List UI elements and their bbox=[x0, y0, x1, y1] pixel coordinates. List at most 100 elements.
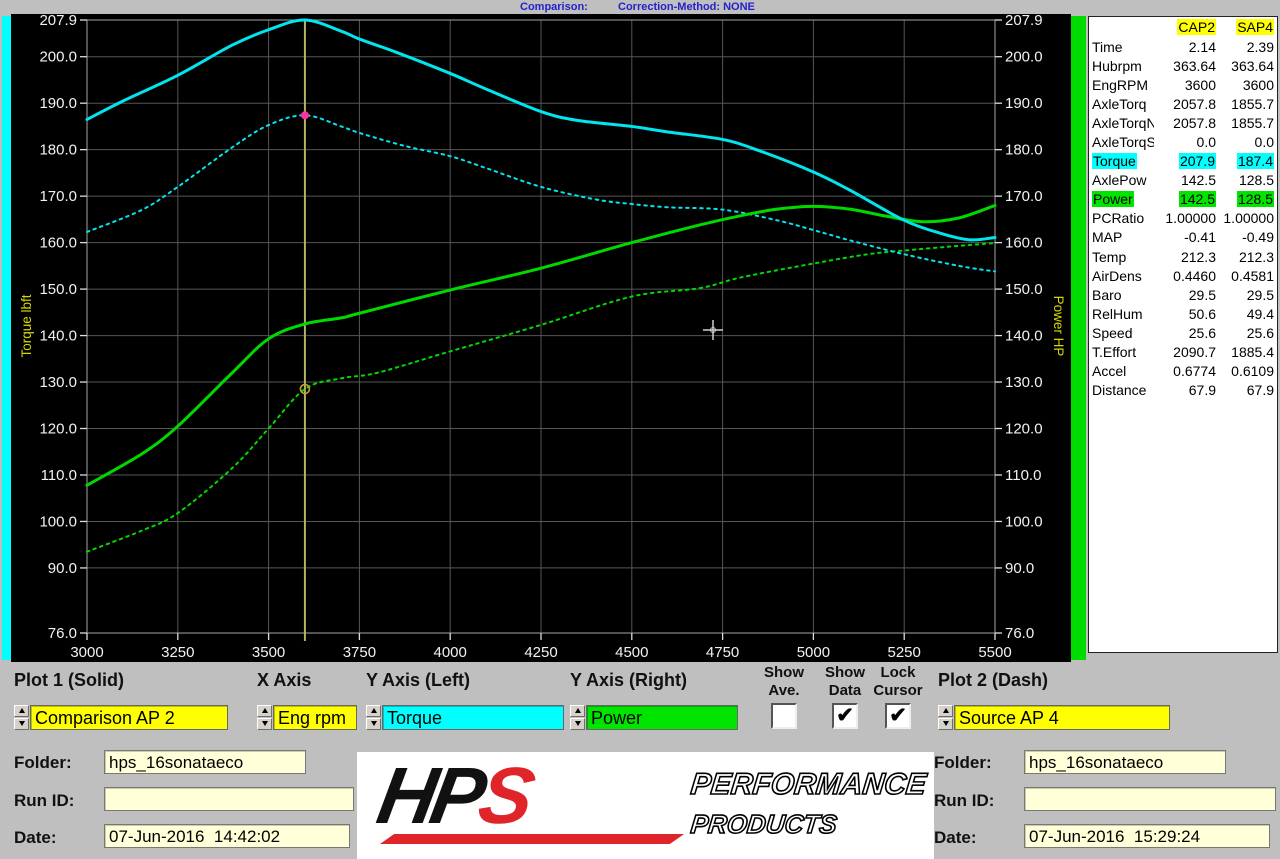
show-data-checkbox[interactable]: ✔ bbox=[832, 703, 858, 729]
left-axis-tick-label: 207.9 bbox=[39, 14, 77, 29]
left-axis-tick-label: 150.0 bbox=[39, 281, 77, 298]
folder-field-left[interactable]: hps_16sonataeco bbox=[104, 750, 306, 774]
show-ave-label: Show Ave. bbox=[764, 664, 804, 699]
column-header-sap4: SAP4 bbox=[1236, 19, 1274, 35]
folder-field-right[interactable]: hps_16sonataeco bbox=[1024, 750, 1226, 774]
chart-plot-area[interactable]: 207.9 207.9 200.0 200.0 190.0 190.0 180.0 180.0… bbox=[11, 12, 1071, 662]
data-row-cap2-value: 3600 bbox=[1184, 76, 1216, 93]
x-axis-tick-label: 5250 bbox=[888, 644, 921, 661]
left-axis-tick-label: 130.0 bbox=[39, 374, 77, 391]
plot2-select[interactable]: Source AP 4 bbox=[954, 705, 1170, 730]
yaxis-right-spinner-down-button[interactable] bbox=[570, 718, 585, 730]
x-axis-tick-label: 5500 bbox=[978, 644, 1011, 661]
data-row-label: EngRPM bbox=[1092, 76, 1149, 93]
data-row-sap4-value: 363.64 bbox=[1231, 57, 1274, 74]
left-axis-tick-label: 160.0 bbox=[39, 235, 77, 252]
data-row-label: Accel bbox=[1092, 363, 1127, 380]
data-row-label: AirDens bbox=[1092, 267, 1142, 284]
right-axis-tick-label: 180.0 bbox=[1005, 142, 1043, 159]
x-axis-tick-label: 4250 bbox=[524, 644, 557, 661]
correction-method-label: Correction-Method: NONE bbox=[618, 1, 755, 13]
power-plot-2-source-ap-4-dash--curve bbox=[86, 242, 996, 553]
data-row-sap4-value: 187.4 bbox=[1236, 153, 1274, 170]
data-row-sap4-value: 49.4 bbox=[1246, 305, 1274, 322]
yaxis-left-select[interactable]: Torque bbox=[382, 705, 564, 730]
runid-field-right[interactable] bbox=[1024, 787, 1276, 811]
dyno-chart[interactable]: 207.9 207.9 200.0 200.0 190.0 190.0 180.0 180.0… bbox=[11, 12, 1071, 662]
right-axis-tick-label: 170.0 bbox=[1005, 188, 1043, 205]
footer-bar: Folder: hps_16sonataeco Run ID: Date: 07… bbox=[0, 745, 1280, 859]
data-row-label: Power bbox=[1092, 191, 1134, 208]
data-table-header: CAP2 SAP4 bbox=[1089, 17, 1277, 37]
data-row-label: T.Effort bbox=[1092, 344, 1137, 361]
x-axis-tick-label: 4750 bbox=[706, 644, 739, 661]
data-row-sap4-value: 0.0 bbox=[1254, 134, 1274, 151]
plot1-spinner-down-button[interactable] bbox=[14, 718, 29, 730]
lock-cursor-group: Lock Cursor ✔ bbox=[868, 664, 928, 729]
left-axis-tick-label: 170.0 bbox=[39, 188, 77, 205]
title-bar: Comparison: Correction-Method: NONE bbox=[0, 0, 1280, 14]
yaxis-right-select[interactable]: Power bbox=[586, 705, 738, 730]
show-ave-checkbox[interactable] bbox=[771, 703, 797, 729]
left-axis-tick-label: 140.0 bbox=[39, 328, 77, 345]
show-data-label: Show Data bbox=[825, 664, 865, 699]
plot2-spinner-up-button[interactable] bbox=[938, 705, 953, 717]
data-row-sap4-value: 128.5 bbox=[1236, 191, 1274, 208]
yaxis-right-spinner-up-button[interactable] bbox=[570, 705, 585, 717]
data-row: Speed 25.6 25.6 bbox=[1089, 323, 1277, 342]
data-row: T.Effort 2090.7 1885.4 bbox=[1089, 343, 1277, 362]
plot1-select[interactable]: Comparison AP 2 bbox=[30, 705, 228, 730]
xaxis-select[interactable]: Eng rpm bbox=[273, 705, 357, 730]
folder-label-left: Folder: bbox=[14, 753, 72, 772]
plot1-spinner-up-button[interactable] bbox=[14, 705, 29, 717]
x-axis-tick-label: 3250 bbox=[161, 644, 194, 661]
right-axis-tick-label: 76.0 bbox=[1005, 625, 1034, 642]
right-axis-tick-label: 207.9 bbox=[1005, 14, 1043, 29]
yaxis-left-spinner-down-button[interactable] bbox=[366, 718, 381, 730]
right-axis-tick-label: 140.0 bbox=[1005, 328, 1043, 345]
power-axis-color-bar bbox=[1071, 16, 1086, 660]
data-row-cap2-value: 142.5 bbox=[1180, 172, 1216, 189]
left-axis-tick-label: 200.0 bbox=[39, 49, 77, 66]
plot2-spinner-down-button[interactable] bbox=[938, 718, 953, 730]
xaxis-spinner-up-button[interactable] bbox=[257, 705, 272, 717]
plot1-label: Plot 1 (Solid) bbox=[14, 670, 124, 690]
data-row: Torque 207.9 187.4 bbox=[1089, 152, 1277, 171]
x-axis-tick-label: 5000 bbox=[797, 644, 830, 661]
xaxis-spinner-down-button[interactable] bbox=[257, 718, 272, 730]
data-row-cap2-value: 1.00000 bbox=[1165, 210, 1216, 227]
data-row-cap2-value: 142.5 bbox=[1178, 191, 1216, 208]
lock-cursor-checkbox[interactable]: ✔ bbox=[885, 703, 911, 729]
mouse-crosshair bbox=[710, 327, 716, 333]
date-field-right[interactable]: 07-Jun-2016 15:29:24 bbox=[1024, 824, 1270, 848]
runid-field-left[interactable] bbox=[104, 787, 354, 811]
show-data-group: Show Data ✔ bbox=[820, 664, 870, 729]
data-row-label: Time bbox=[1092, 38, 1123, 55]
data-row-sap4-value: 3600 bbox=[1242, 76, 1274, 93]
data-row: Power 142.5 128.5 bbox=[1089, 190, 1277, 209]
torque-axis-color-bar bbox=[2, 16, 11, 660]
data-row-label: Temp bbox=[1092, 248, 1127, 265]
right-axis-title: Power HP bbox=[1051, 296, 1066, 357]
right-axis-tick-label: 120.0 bbox=[1005, 421, 1043, 438]
data-row-cap2-value: 50.6 bbox=[1188, 305, 1216, 322]
left-axis-tick-label: 180.0 bbox=[39, 142, 77, 159]
right-axis-tick-label: 90.0 bbox=[1005, 560, 1034, 577]
date-field-left[interactable]: 07-Jun-2016 14:42:02 bbox=[104, 824, 350, 848]
data-row-label: MAP bbox=[1092, 229, 1123, 246]
date-label-right: Date: bbox=[934, 828, 977, 847]
right-axis-tick-label: 110.0 bbox=[1005, 467, 1041, 484]
chart-region: 207.9 207.9 200.0 200.0 190.0 190.0 180.0 180.0… bbox=[0, 12, 1280, 662]
data-row-sap4-value: 212.3 bbox=[1238, 248, 1274, 265]
show-ave-group: Show Ave. bbox=[758, 664, 810, 729]
data-row: Distance 67.9 67.9 bbox=[1089, 381, 1277, 400]
yaxis-left-spinner-up-button[interactable] bbox=[366, 705, 381, 717]
data-row-cap2-value: 2.14 bbox=[1188, 38, 1216, 55]
data-row-sap4-value: 128.5 bbox=[1238, 172, 1274, 189]
folder-label-right: Folder: bbox=[934, 753, 992, 772]
data-row: Baro 29.5 29.5 bbox=[1089, 285, 1277, 304]
data-row-cap2-value: -0.41 bbox=[1184, 229, 1216, 246]
data-row: PCRatio 1.00000 1.00000 bbox=[1089, 209, 1277, 228]
yaxis-right-label: Y Axis (Right) bbox=[570, 670, 688, 690]
data-row: AxleTorqS 0.0 0.0 bbox=[1089, 132, 1277, 151]
